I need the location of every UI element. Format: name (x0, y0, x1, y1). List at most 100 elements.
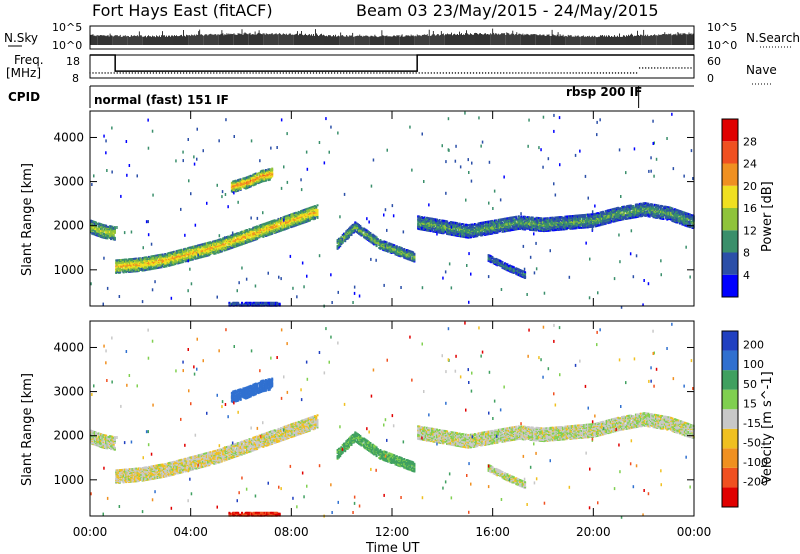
nave-dot (397, 72, 399, 74)
power-cell (458, 229, 461, 232)
nave-dot (645, 67, 647, 69)
power-cell (395, 250, 398, 252)
power-cell (529, 222, 532, 225)
power-cell (402, 248, 405, 251)
power-cell (521, 226, 524, 229)
power-cell (185, 257, 188, 260)
power-cell (204, 242, 207, 245)
power-cell (184, 249, 187, 252)
power-cell (176, 249, 179, 252)
nave-dot (95, 72, 97, 74)
power-cell (380, 244, 383, 247)
power-cell (507, 217, 510, 220)
power-cell (379, 239, 382, 241)
nave-dot (210, 72, 212, 74)
power-cell (157, 266, 160, 269)
nave-dot (506, 72, 508, 74)
nave-dot (164, 72, 167, 74)
power-cell (165, 258, 168, 261)
nave-dot (533, 72, 535, 74)
power-cell (551, 222, 554, 225)
power-cell (151, 255, 154, 258)
power-cell (102, 229, 105, 232)
power-cell (139, 261, 142, 264)
nave-dot (128, 72, 130, 74)
power-cell (393, 244, 396, 247)
power-cell (118, 264, 121, 267)
power-cell (214, 239, 217, 242)
power-cell (439, 227, 442, 229)
power-cell (483, 227, 486, 230)
power-cell (539, 228, 542, 231)
nave-dot (421, 72, 423, 74)
power-cell (145, 266, 148, 268)
nave-dot (451, 72, 454, 74)
power-cell (218, 242, 221, 245)
power-cell (96, 222, 99, 225)
power-cell (116, 259, 119, 262)
power-cell (232, 180, 235, 183)
power-cell (488, 220, 491, 223)
power-cell (115, 265, 118, 268)
power-cell (152, 255, 155, 257)
nave-dot (403, 72, 405, 74)
power-cell (135, 257, 138, 260)
power-cell (546, 217, 549, 220)
power-cell (517, 225, 520, 227)
power-cell (254, 172, 257, 175)
power-cell (103, 233, 106, 236)
power-cell (249, 238, 252, 241)
power-cell (412, 256, 415, 259)
power-cell (248, 236, 251, 239)
power-cell (373, 234, 376, 237)
power-cell (228, 242, 231, 245)
power-cell (159, 266, 162, 269)
power-cell (141, 264, 144, 267)
power-cell (463, 224, 466, 227)
nave-dot (228, 72, 230, 74)
power-cell (426, 216, 428, 219)
nave-dot (179, 72, 182, 74)
nave-dot (412, 72, 414, 74)
power-cell (288, 219, 291, 222)
power-cell (418, 215, 421, 218)
power-cell (176, 259, 179, 262)
power-cell (242, 231, 245, 234)
power-cell (340, 240, 343, 243)
power-cell (190, 254, 193, 257)
power-cell (96, 227, 99, 230)
power-cell (550, 216, 553, 219)
power-cell (97, 222, 100, 225)
power-cell (100, 230, 103, 232)
nave-dot (660, 67, 662, 69)
power-cell (341, 234, 344, 236)
power-cell (263, 172, 266, 175)
power-cell (436, 228, 438, 231)
power-cell (272, 225, 275, 228)
power-cell (473, 226, 476, 229)
power-cell (159, 258, 162, 261)
power-cell (132, 257, 135, 260)
nave-dot (563, 72, 565, 74)
power-cell (496, 228, 499, 231)
power-cell (246, 241, 248, 244)
nave-dot (445, 72, 448, 74)
nave-dot (596, 72, 599, 74)
power-cell (514, 225, 517, 228)
power-cell (111, 225, 114, 228)
power-cell (253, 235, 256, 238)
power-cell (190, 257, 193, 260)
power-cell (242, 236, 245, 239)
power-cell (457, 230, 460, 233)
power-cell (110, 235, 113, 238)
power-cell (237, 232, 240, 235)
power-cell (267, 221, 270, 224)
power-cell (369, 232, 372, 234)
power-cell (470, 234, 472, 237)
power-cell (480, 221, 483, 224)
power-cell (120, 259, 123, 261)
power-cell (102, 224, 105, 227)
power-cell (175, 252, 178, 255)
power-cell (222, 245, 225, 248)
power-cell (277, 229, 280, 232)
